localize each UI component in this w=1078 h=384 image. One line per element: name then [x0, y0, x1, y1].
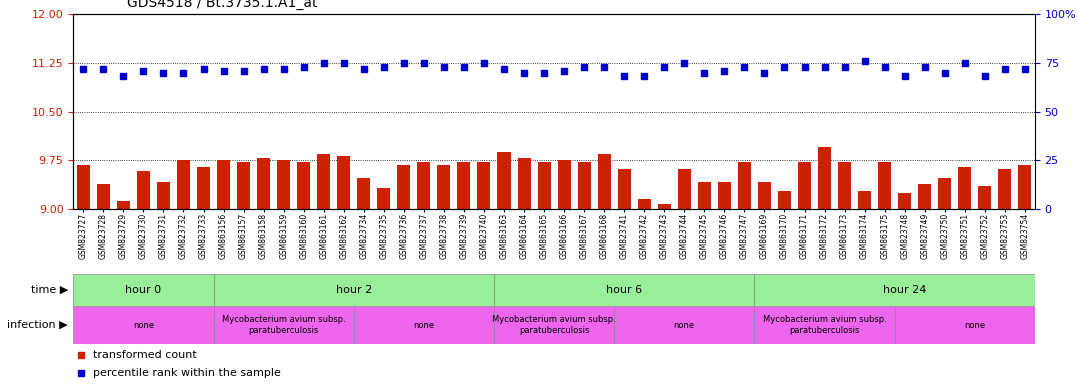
Bar: [755, 306, 895, 344]
Bar: [597, 154, 610, 209]
Bar: [718, 182, 731, 209]
Bar: [354, 306, 494, 344]
Bar: [895, 306, 1055, 344]
Bar: [398, 165, 411, 209]
Bar: [116, 201, 129, 209]
Bar: [277, 160, 290, 209]
Bar: [638, 199, 651, 209]
Text: transformed count: transformed count: [93, 350, 196, 360]
Text: percentile rank within the sample: percentile rank within the sample: [93, 368, 280, 378]
Bar: [618, 169, 631, 209]
Bar: [538, 162, 551, 209]
Bar: [73, 306, 213, 344]
Bar: [494, 274, 755, 306]
Bar: [658, 204, 671, 209]
Bar: [237, 162, 250, 209]
Bar: [478, 162, 490, 209]
Bar: [898, 193, 911, 209]
Bar: [738, 162, 751, 209]
Bar: [77, 165, 89, 209]
Bar: [197, 167, 210, 209]
Bar: [377, 188, 390, 209]
Bar: [137, 171, 150, 209]
Bar: [818, 147, 831, 209]
Text: infection ▶: infection ▶: [8, 320, 68, 330]
Text: hour 24: hour 24: [883, 285, 926, 295]
Text: none: none: [413, 321, 434, 329]
Bar: [798, 162, 811, 209]
Text: hour 6: hour 6: [606, 285, 642, 295]
Bar: [778, 191, 791, 209]
Bar: [858, 191, 871, 209]
Bar: [758, 182, 771, 209]
Bar: [357, 178, 370, 209]
Bar: [1019, 165, 1032, 209]
Bar: [258, 158, 271, 209]
Bar: [177, 160, 190, 209]
Text: none: none: [133, 321, 154, 329]
Bar: [217, 160, 230, 209]
Text: hour 0: hour 0: [125, 285, 162, 295]
Bar: [457, 162, 470, 209]
Text: Mycobacterium avium subsp.
paratuberculosis: Mycobacterium avium subsp. paratuberculo…: [762, 315, 886, 335]
Bar: [157, 182, 170, 209]
Bar: [838, 162, 851, 209]
Text: Mycobacterium avium subsp.
paratuberculosis: Mycobacterium avium subsp. paratuberculo…: [222, 315, 346, 335]
Bar: [697, 182, 710, 209]
Bar: [494, 306, 614, 344]
Bar: [298, 162, 310, 209]
Bar: [417, 162, 430, 209]
Bar: [998, 169, 1011, 209]
Bar: [73, 274, 213, 306]
Text: GDS4518 / Bt.3735.1.A1_at: GDS4518 / Bt.3735.1.A1_at: [127, 0, 318, 10]
Bar: [557, 160, 570, 209]
Bar: [958, 167, 971, 209]
Bar: [498, 152, 511, 209]
Bar: [879, 162, 892, 209]
Bar: [614, 306, 755, 344]
Text: hour 2: hour 2: [335, 285, 372, 295]
Bar: [755, 274, 1055, 306]
Bar: [678, 169, 691, 209]
Bar: [517, 158, 530, 209]
Bar: [979, 186, 992, 209]
Bar: [97, 184, 110, 209]
Bar: [213, 306, 354, 344]
Bar: [438, 165, 451, 209]
Bar: [337, 156, 350, 209]
Text: none: none: [964, 321, 985, 329]
Bar: [938, 178, 951, 209]
Bar: [317, 154, 330, 209]
Text: time ▶: time ▶: [30, 285, 68, 295]
Text: Mycobacterium avium subsp.
paratuberculosis: Mycobacterium avium subsp. paratuberculo…: [493, 315, 616, 335]
Text: none: none: [674, 321, 695, 329]
Bar: [578, 162, 591, 209]
Bar: [918, 184, 931, 209]
Bar: [213, 274, 494, 306]
